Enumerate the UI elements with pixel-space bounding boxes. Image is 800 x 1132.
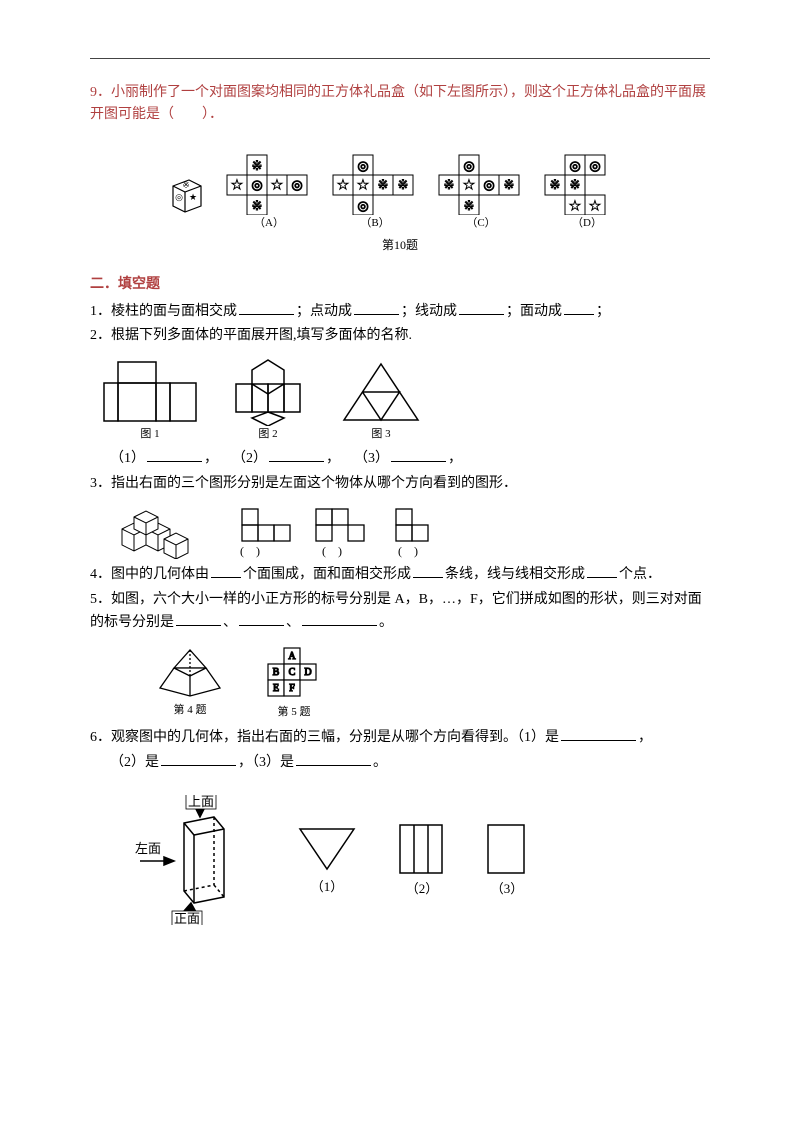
fig2-icon <box>228 358 308 426</box>
svg-text:F: F <box>289 683 295 694</box>
q2-3-figs: ( ) ( ) ( ) <box>110 505 710 559</box>
label-d: （D） <box>572 215 602 233</box>
q9-num: 9． <box>90 85 111 100</box>
q2-2-answers: （1）， （2）， （3）， <box>90 447 710 470</box>
q2-3-solid <box>110 505 196 559</box>
svg-text:E: E <box>273 683 279 694</box>
q2-6b: （2）是，（3）是。 <box>90 751 710 774</box>
opt-a-fig: ★ ◎ ★ ◎ ※ ※ （A） <box>221 153 317 233</box>
svg-text:★: ★ <box>357 177 369 192</box>
fig3-icon <box>336 358 426 426</box>
q2-4: 4．图中的几何体由个面围成，面和面相交形成条线，线与线相交形成个点． <box>90 563 710 586</box>
svg-text:★: ★ <box>463 177 475 192</box>
label-a: （A） <box>254 215 284 233</box>
svg-text:★: ★ <box>569 198 581 213</box>
svg-text:※: ※ <box>464 198 475 213</box>
fig-q5-icon: A B C D E F <box>252 644 336 704</box>
fig10-caption: 第10题 <box>90 236 710 255</box>
q9-figures: ※ ★ ◎ ★ ◎ ★ ◎ ※ ※ （A） ★ ★ ※ ※ ◎ <box>90 153 710 233</box>
q2-2: 2．根据下列多面体的平面展开图,填写多面体的名称. <box>90 325 710 347</box>
q2-6-v2 <box>394 819 450 879</box>
q2-2-figs: 图 1 图 2 图 3 <box>100 358 710 444</box>
q2-6-solid: 上面 左面 正面 <box>130 795 260 925</box>
q2-3: 3．指出右面的三个图形分别是左面这个物体从哪个方向看到的图形． <box>90 473 710 495</box>
opt-d-fig: ◎ ◎ ※ ※ ★ ★ （D） <box>539 153 635 233</box>
svg-text:※: ※ <box>444 177 455 192</box>
fig1-icon <box>100 358 200 426</box>
label-c: （C） <box>466 215 495 233</box>
figlab4: 第 4 题 <box>174 702 207 720</box>
figlab5: 第 5 题 <box>278 704 311 722</box>
q2-1: 1．棱柱的面与面相交成；点动成；线动成；面动成； <box>90 300 710 323</box>
svg-text:※: ※ <box>252 198 263 213</box>
svg-text:上面: 上面 <box>188 795 214 809</box>
q2-6: 6．观察图中的几何体，指出右面的三幅，分别是从哪个方向看得到。（1）是， <box>90 726 710 749</box>
section2-title: 二．填空题 <box>90 274 710 296</box>
svg-text:B: B <box>273 667 280 678</box>
svg-text:※: ※ <box>550 177 561 192</box>
svg-text:★: ★ <box>337 177 349 192</box>
svg-text:◎: ◎ <box>483 177 494 192</box>
q2-6-v1 <box>292 821 362 877</box>
svg-text:★: ★ <box>271 177 283 192</box>
label-b: （B） <box>360 215 389 233</box>
svg-text:◎: ◎ <box>175 192 183 202</box>
svg-text:◎: ◎ <box>357 158 368 173</box>
q2-5: 5．如图，六个大小一样的小正方形的标号分别是 A，B，…，F，它们拼成如图的形状… <box>90 589 710 635</box>
q2-6-figs: 上面 左面 正面 （1） （2） （3） <box>130 795 710 925</box>
svg-text:( ): ( ) <box>240 544 260 558</box>
svg-text:★: ★ <box>231 177 243 192</box>
svg-text:( ): ( ) <box>322 544 342 558</box>
q9: 9．小丽制作了一个对面图案均相同的正方体礼品盒（如下左图所示），则这个正方体礼品… <box>90 82 710 127</box>
q9-text: 小丽制作了一个对面图案均相同的正方体礼品盒（如下左图所示），则这个正方体礼品盒的… <box>90 85 706 122</box>
svg-text:※: ※ <box>398 177 409 192</box>
svg-text:◎: ◎ <box>251 177 262 192</box>
figlab3: 图 3 <box>371 426 390 444</box>
svg-text:※: ※ <box>182 180 190 190</box>
svg-text:◎: ◎ <box>291 177 302 192</box>
opt-c-fig: ※ ★ ◎ ※ ◎ ※ （C） <box>433 153 529 233</box>
svg-text:◎: ◎ <box>569 158 580 173</box>
svg-text:※: ※ <box>378 177 389 192</box>
svg-text:◎: ◎ <box>589 158 600 173</box>
fig-q4-icon <box>150 646 230 702</box>
q2-45-figs: 第 4 题 A B C D E F 第 5 题 <box>150 644 710 722</box>
figlab2: 图 2 <box>258 426 277 444</box>
svg-text:◎: ◎ <box>463 158 474 173</box>
svg-text:※: ※ <box>504 177 515 192</box>
svg-text:★: ★ <box>189 192 197 202</box>
opt-b-fig: ★ ★ ※ ※ ◎ ◎ （B） <box>327 153 423 233</box>
q2-6-v3 <box>482 819 532 879</box>
cube-icon: ※ ★ ◎ <box>165 170 211 216</box>
svg-text:※: ※ <box>570 177 581 192</box>
svg-text:左面: 左面 <box>135 841 161 856</box>
svg-text:C: C <box>289 667 296 678</box>
svg-text:★: ★ <box>589 198 601 213</box>
svg-text:※: ※ <box>252 158 263 173</box>
blank <box>239 300 294 315</box>
svg-text:◎: ◎ <box>357 198 368 213</box>
svg-text:A: A <box>288 651 296 662</box>
q2-3-views: ( ) ( ) ( ) <box>236 505 466 559</box>
svg-text:正面: 正面 <box>174 911 200 925</box>
svg-text:D: D <box>304 667 311 678</box>
svg-text:( ): ( ) <box>398 544 418 558</box>
figlab1: 图 1 <box>140 426 159 444</box>
